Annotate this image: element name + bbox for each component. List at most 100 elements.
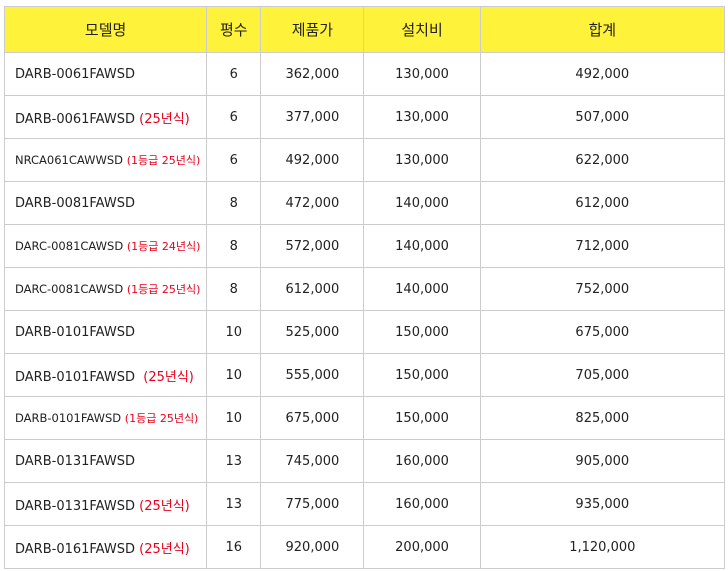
model-cell: DARB-0161FAWSD (25년식) bbox=[3, 525, 208, 569]
total-cell: 622,000 bbox=[479, 138, 726, 182]
table-row: DARB-0081FAWSD 8 472,000 140,000 612,000 bbox=[3, 181, 726, 225]
model-suffix: (25년식) bbox=[143, 369, 194, 385]
header-model: 모델명 bbox=[3, 6, 208, 53]
size-cell: 13 bbox=[206, 482, 262, 526]
model-cell: DARC-0081CAWSD (1등급 24년식) bbox=[3, 224, 208, 268]
install-cell: 130,000 bbox=[363, 138, 481, 182]
total-cell: 905,000 bbox=[479, 439, 726, 483]
model-name: NRCA061CAWWSD bbox=[15, 153, 124, 167]
model-name: DARB-0101FAWSD bbox=[15, 369, 135, 385]
header-size: 평수 bbox=[206, 6, 262, 53]
price-cell: 745,000 bbox=[260, 439, 365, 483]
model-suffix: (1등급 24년식) bbox=[126, 240, 201, 253]
total-cell: 935,000 bbox=[479, 482, 726, 526]
price-cell: 555,000 bbox=[260, 353, 365, 397]
table-row: DARB-0131FAWSD (25년식) 13 775,000 160,000… bbox=[3, 482, 726, 526]
total-cell: 612,000 bbox=[479, 181, 726, 225]
size-cell: 10 bbox=[206, 310, 262, 354]
install-cell: 130,000 bbox=[363, 95, 481, 139]
header-price: 제품가 bbox=[260, 6, 365, 53]
install-cell: 160,000 bbox=[363, 482, 481, 526]
price-cell: 362,000 bbox=[260, 52, 365, 96]
price-cell: 675,000 bbox=[260, 396, 365, 440]
price-cell: 572,000 bbox=[260, 224, 365, 268]
table-row: DARC-0081CAWSD (1등급 24년식) 8 572,000 140,… bbox=[3, 224, 726, 268]
header-install: 설치비 bbox=[363, 6, 481, 53]
size-cell: 8 bbox=[206, 224, 262, 268]
model-name: DARB-0101FAWSD bbox=[15, 411, 122, 425]
model-name: DARC-0081CAWSD bbox=[15, 282, 124, 296]
model-name: DARB-0081FAWSD bbox=[15, 195, 135, 211]
install-cell: 140,000 bbox=[363, 224, 481, 268]
price-cell: 377,000 bbox=[260, 95, 365, 139]
model-suffix: (1등급 25년식) bbox=[124, 412, 199, 425]
model-suffix: (1등급 25년식) bbox=[126, 283, 201, 296]
model-cell: DARB-0061FAWSD (25년식) bbox=[3, 95, 208, 139]
size-cell: 13 bbox=[206, 439, 262, 483]
total-cell: 705,000 bbox=[479, 353, 726, 397]
price-cell: 920,000 bbox=[260, 525, 365, 569]
size-cell: 6 bbox=[206, 52, 262, 96]
total-cell: 507,000 bbox=[479, 95, 726, 139]
model-cell: NRCA061CAWWSD (1등급 25년식) bbox=[3, 138, 208, 182]
install-cell: 200,000 bbox=[363, 525, 481, 569]
model-name: DARB-0061FAWSD bbox=[15, 66, 135, 82]
model-name: DARB-0131FAWSD bbox=[15, 498, 135, 514]
price-table: 모델명 평수 제품가 설치비 합계 DARB-0061FAWSD 6 362,0… bbox=[3, 6, 726, 569]
table-row: DARB-0101FAWSD (1등급 25년식) 10 675,000 150… bbox=[3, 396, 726, 440]
size-cell: 6 bbox=[206, 138, 262, 182]
install-cell: 130,000 bbox=[363, 52, 481, 96]
price-table-container: 모델명 평수 제품가 설치비 합계 DARB-0061FAWSD 6 362,0… bbox=[3, 6, 726, 569]
size-cell: 16 bbox=[206, 525, 262, 569]
model-suffix: (25년식) bbox=[139, 541, 190, 557]
price-cell: 472,000 bbox=[260, 181, 365, 225]
model-name: DARB-0131FAWSD bbox=[15, 453, 135, 469]
table-row: DARB-0101FAWSD 10 525,000 150,000 675,00… bbox=[3, 310, 726, 354]
model-cell: DARB-0081FAWSD bbox=[3, 181, 208, 225]
model-name: DARB-0061FAWSD bbox=[15, 111, 135, 127]
model-cell: DARB-0101FAWSD bbox=[3, 310, 208, 354]
header-row: 모델명 평수 제품가 설치비 합계 bbox=[3, 6, 726, 53]
price-cell: 492,000 bbox=[260, 138, 365, 182]
install-cell: 150,000 bbox=[363, 310, 481, 354]
model-suffix: (25년식) bbox=[139, 111, 190, 127]
total-cell: 825,000 bbox=[479, 396, 726, 440]
price-cell: 775,000 bbox=[260, 482, 365, 526]
model-cell: DARC-0081CAWSD (1등급 25년식) bbox=[3, 267, 208, 311]
price-cell: 525,000 bbox=[260, 310, 365, 354]
install-cell: 140,000 bbox=[363, 181, 481, 225]
model-cell: DARB-0101FAWSD (1등급 25년식) bbox=[3, 396, 208, 440]
model-cell: DARB-0101FAWSD (25년식) bbox=[3, 353, 208, 397]
size-cell: 8 bbox=[206, 267, 262, 311]
table-row: NRCA061CAWWSD (1등급 25년식) 6 492,000 130,0… bbox=[3, 138, 726, 182]
model-suffix: (25년식) bbox=[139, 498, 190, 514]
size-cell: 6 bbox=[206, 95, 262, 139]
model-cell: DARB-0131FAWSD bbox=[3, 439, 208, 483]
size-cell: 8 bbox=[206, 181, 262, 225]
install-cell: 140,000 bbox=[363, 267, 481, 311]
model-suffix: (1등급 25년식) bbox=[126, 154, 201, 167]
table-body: DARB-0061FAWSD 6 362,000 130,000 492,000… bbox=[3, 52, 726, 569]
table-row: DARB-0161FAWSD (25년식) 16 920,000 200,000… bbox=[3, 525, 726, 569]
table-row: DARB-0061FAWSD 6 362,000 130,000 492,000 bbox=[3, 52, 726, 96]
install-cell: 160,000 bbox=[363, 439, 481, 483]
install-cell: 150,000 bbox=[363, 396, 481, 440]
table-row: DARB-0101FAWSD (25년식) 10 555,000 150,000… bbox=[3, 353, 726, 397]
install-cell: 150,000 bbox=[363, 353, 481, 397]
total-cell: 752,000 bbox=[479, 267, 726, 311]
size-cell: 10 bbox=[206, 396, 262, 440]
total-cell: 675,000 bbox=[479, 310, 726, 354]
total-cell: 1,120,000 bbox=[479, 525, 726, 569]
model-cell: DARB-0061FAWSD bbox=[3, 52, 208, 96]
model-name: DARB-0161FAWSD bbox=[15, 541, 135, 557]
model-name: DARC-0081CAWSD bbox=[15, 239, 124, 253]
header-total: 합계 bbox=[479, 6, 726, 53]
size-cell: 10 bbox=[206, 353, 262, 397]
total-cell: 712,000 bbox=[479, 224, 726, 268]
table-row: DARB-0131FAWSD 13 745,000 160,000 905,00… bbox=[3, 439, 726, 483]
model-cell: DARB-0131FAWSD (25년식) bbox=[3, 482, 208, 526]
model-name: DARB-0101FAWSD bbox=[15, 324, 135, 340]
table-row: DARB-0061FAWSD (25년식) 6 377,000 130,000 … bbox=[3, 95, 726, 139]
total-cell: 492,000 bbox=[479, 52, 726, 96]
table-row: DARC-0081CAWSD (1등급 25년식) 8 612,000 140,… bbox=[3, 267, 726, 311]
